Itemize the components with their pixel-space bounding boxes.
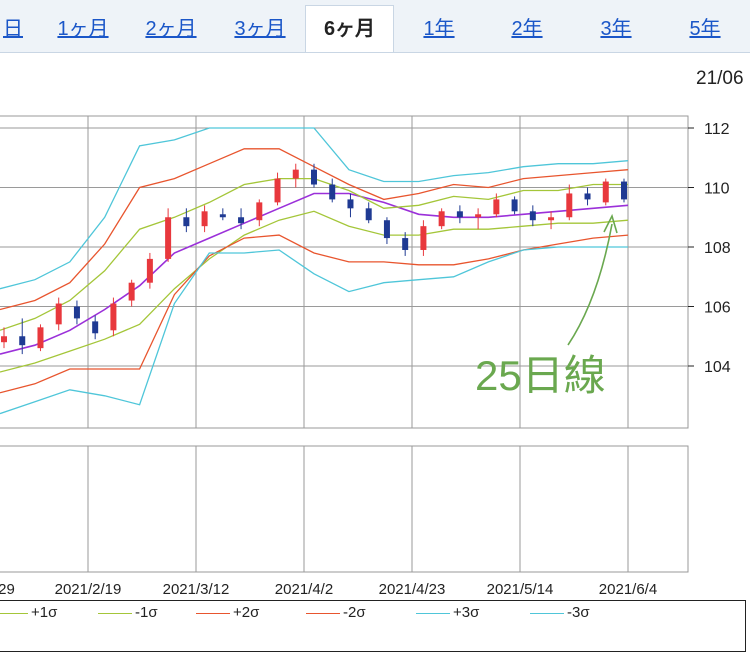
candle-body xyxy=(329,184,336,200)
x-tick-label: 2021/5/14 xyxy=(487,581,554,598)
candle-body xyxy=(402,238,409,250)
tab-1-month[interactable]: 1ヶ月 xyxy=(57,18,109,40)
ma25-line xyxy=(0,192,629,355)
candle-body xyxy=(347,199,354,209)
candle-body xyxy=(292,169,299,179)
band-line xyxy=(0,127,629,290)
tab-3-years[interactable]: 3年 xyxy=(600,18,632,40)
candle-body xyxy=(602,181,609,203)
candle-body xyxy=(621,181,627,200)
candle-body xyxy=(110,303,117,331)
candle-body xyxy=(584,193,591,200)
legend-swatch xyxy=(416,612,450,614)
candle-body xyxy=(548,217,555,221)
candle-body xyxy=(165,217,172,259)
candle-body xyxy=(55,303,62,325)
tab-2-months[interactable]: 2ヶ月 xyxy=(145,18,197,40)
candle-body xyxy=(92,321,99,334)
candle-body xyxy=(1,336,7,343)
x-tick-label: 2021/4/23 xyxy=(379,581,446,598)
candle-body xyxy=(493,199,500,215)
legend-item-plus3s: +3σ xyxy=(416,604,479,621)
candles xyxy=(1,163,627,355)
price-plot-frame xyxy=(0,115,689,429)
legend-swatch xyxy=(98,612,132,614)
legend-swatch xyxy=(306,612,340,614)
tab-3-months[interactable]: 3ヶ月 xyxy=(234,18,286,40)
candle-body xyxy=(146,258,153,283)
candle-body xyxy=(128,282,135,301)
volume-grid xyxy=(87,446,629,572)
date-label: 21/06 xyxy=(696,68,744,89)
candle-body xyxy=(73,306,80,319)
band-line xyxy=(0,177,628,331)
legend-item-plus2s: +2σ xyxy=(196,604,259,621)
candle-body xyxy=(511,199,518,212)
volume-panel-frame xyxy=(0,445,689,573)
candle-body xyxy=(201,211,208,227)
period-tab-bar: 日 1ヶ月 2ヶ月 3ヶ月 6ヶ月 1年 2年 3年 5年 xyxy=(0,0,750,53)
candle-body xyxy=(19,336,26,346)
legend-item-plus1s: +1σ xyxy=(0,604,57,621)
candle-body xyxy=(219,214,226,218)
ma25-annotation: 25日線 xyxy=(475,352,606,399)
candle-body xyxy=(438,211,445,227)
legend-item-minus2s: -2σ xyxy=(306,604,366,621)
y-tick-label: 108 xyxy=(704,240,731,257)
tab-day[interactable]: 日 xyxy=(3,18,23,40)
x-tick-label: 2021/3/12 xyxy=(163,581,230,598)
candle-body xyxy=(365,208,372,221)
legend-swatch xyxy=(196,612,230,614)
y-axis: 104 106 108 110 112 xyxy=(688,121,731,376)
bollinger-chart: 104 106 108 110 112 /29 2021/2/19 2021/3/12 202… xyxy=(0,115,731,598)
bands xyxy=(0,127,629,415)
tab-5-years[interactable]: 5年 xyxy=(689,18,721,40)
candle-body xyxy=(256,202,263,221)
candle-body xyxy=(475,214,482,218)
band-line xyxy=(0,210,629,373)
x-tick-label: 2021/2/19 xyxy=(55,581,122,598)
band-line xyxy=(0,246,628,415)
y-tick-label: 112 xyxy=(704,121,730,138)
x-tick-label: 2021/4/2 xyxy=(275,581,333,598)
x-axis: /29 2021/2/19 2021/3/12 2021/4/2 2021/4/23 20… xyxy=(0,581,657,598)
legend-swatch xyxy=(530,612,564,614)
candle-body xyxy=(311,169,317,185)
candle-body xyxy=(274,178,281,203)
candle-body xyxy=(37,327,44,349)
legend-item-minus3s: -3σ xyxy=(530,604,590,621)
tab-2-years[interactable]: 2年 xyxy=(511,18,543,40)
legend-item-minus1s: -1σ xyxy=(98,604,158,621)
candle-body xyxy=(183,217,190,227)
candle-body xyxy=(529,211,536,221)
y-tick-label: 106 xyxy=(704,300,731,317)
annotation-arrow-head xyxy=(603,213,618,234)
legend-swatch xyxy=(0,612,28,614)
candle-body xyxy=(238,217,245,224)
y-tick-label: 104 xyxy=(704,359,731,376)
tab-1-year[interactable]: 1年 xyxy=(423,18,455,40)
x-tick-label: 2021/6/4 xyxy=(599,581,657,598)
candle-body xyxy=(456,211,463,218)
annotation-arrow xyxy=(567,223,613,346)
y-tick-label: 110 xyxy=(704,181,730,198)
candle-body xyxy=(383,220,390,239)
x-tick-label: /29 xyxy=(0,581,15,598)
candle-body xyxy=(566,193,573,218)
tab-6-months[interactable]: 6ヶ月 xyxy=(305,5,394,52)
candle-body xyxy=(420,226,427,250)
